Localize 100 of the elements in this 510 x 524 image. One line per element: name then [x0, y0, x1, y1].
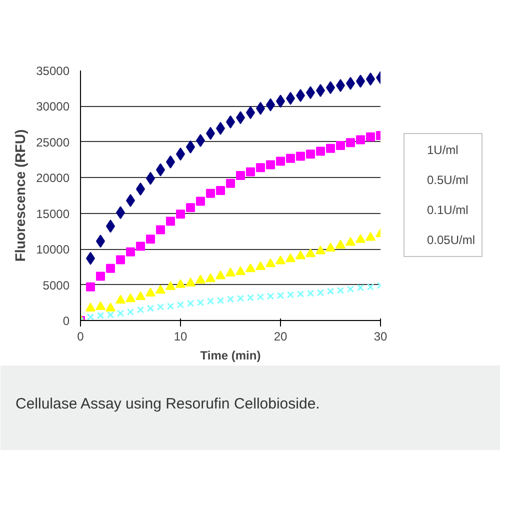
point [316, 289, 324, 296]
point [156, 303, 164, 311]
point [96, 312, 104, 320]
point [336, 286, 344, 294]
point [196, 274, 206, 284]
point [246, 167, 255, 176]
point [236, 171, 245, 180]
point [366, 232, 376, 241]
point [326, 144, 335, 153]
point [176, 301, 184, 308]
y-tick-label: 0 [62, 314, 70, 328]
text: 0.05U/ml [426, 233, 476, 247]
point [266, 258, 276, 268]
point [216, 270, 226, 280]
point [316, 246, 326, 254]
point [126, 247, 135, 256]
point [256, 261, 266, 270]
y-tick-label: 10000 [36, 242, 70, 257]
y-axis-title: Fluorescence (RFU) [12, 129, 28, 262]
point [296, 152, 305, 161]
point [156, 284, 166, 294]
point [346, 138, 355, 148]
point [116, 310, 124, 317]
point [256, 163, 265, 172]
point [356, 234, 366, 243]
y-tick-label: 30000 [36, 100, 70, 114]
point [246, 263, 256, 272]
text: 0.5U/ml [426, 173, 468, 187]
point [136, 242, 145, 251]
point [116, 294, 126, 304]
point [226, 178, 235, 188]
point [276, 256, 286, 264]
point [106, 264, 115, 273]
point [296, 250, 306, 260]
y-tick-label: 25000 [36, 135, 70, 150]
x-tick-label: 20 [274, 330, 288, 344]
text: 1U/ml [426, 143, 458, 157]
x-axis-title: Time (min) [200, 348, 261, 362]
point [146, 234, 155, 244]
point [236, 266, 246, 276]
point [336, 141, 345, 150]
point [96, 301, 106, 310]
x-tick-label: 30 [374, 330, 388, 344]
point [186, 300, 194, 307]
point [216, 296, 224, 304]
point [266, 160, 275, 170]
text: 0.1U/ml [426, 203, 468, 217]
point [256, 293, 264, 301]
point [126, 293, 136, 302]
point [306, 248, 316, 258]
point [276, 292, 284, 300]
point [346, 285, 354, 293]
point [326, 288, 334, 295]
point [306, 290, 314, 297]
point [136, 306, 144, 314]
y-tick-label: 20000 [36, 171, 70, 186]
point [366, 132, 375, 142]
point [86, 313, 94, 320]
y-tick-label: 5000 [42, 278, 70, 292]
point [356, 135, 365, 144]
x-tick-label: 10 [174, 330, 188, 344]
point [286, 253, 296, 262]
point [166, 216, 175, 226]
point [106, 311, 114, 318]
point [136, 291, 146, 300]
point [326, 242, 336, 252]
y-tick-label: 35000 [36, 64, 70, 78]
point [206, 298, 214, 305]
point [196, 299, 204, 306]
point [176, 279, 186, 288]
point [146, 304, 154, 312]
point [366, 283, 374, 291]
point [346, 236, 356, 246]
point [226, 268, 236, 276]
point [356, 284, 364, 292]
point [146, 288, 156, 296]
point [156, 225, 165, 234]
point [276, 156, 285, 166]
point [96, 272, 105, 281]
point [246, 294, 254, 302]
point [266, 292, 274, 300]
point [206, 188, 215, 198]
x-tick-label: 0 [77, 330, 84, 344]
point [336, 240, 346, 249]
point [106, 302, 116, 312]
point [296, 290, 304, 298]
point [306, 150, 315, 159]
point [206, 273, 216, 282]
point [216, 186, 225, 195]
point [186, 203, 195, 212]
point [196, 196, 205, 206]
y-tick-label: 15000 [36, 206, 70, 221]
point [166, 302, 174, 310]
point [286, 291, 294, 298]
point [176, 210, 185, 219]
point [126, 308, 134, 316]
point [236, 294, 244, 302]
point [186, 278, 196, 286]
point [86, 302, 96, 312]
point [86, 282, 95, 292]
